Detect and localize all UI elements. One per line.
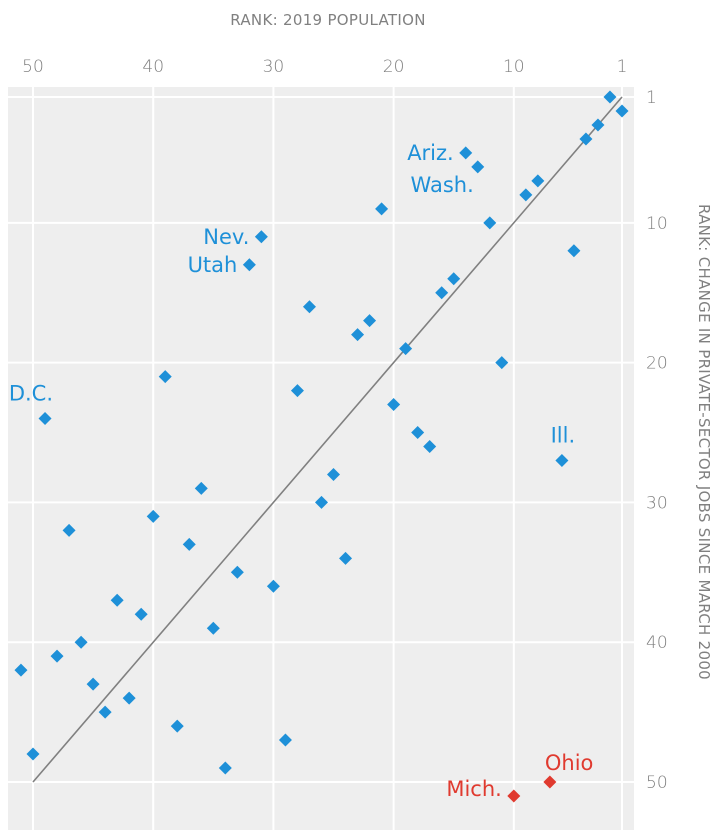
x-tick-label: 20 [383,57,405,77]
x-tick-label: 10 [503,57,525,77]
data-point [302,300,316,314]
data-point [86,677,100,691]
point-ariz [459,146,473,160]
data-point [110,593,124,607]
data-points [14,90,629,803]
plot-background [8,87,634,830]
y-tick-label: 10 [646,214,668,234]
point-ill [555,453,569,467]
reference-diagonal-line [32,96,623,783]
data-point [158,370,172,384]
data-point [74,635,88,649]
data-point [146,509,160,523]
y-tick-label: 1 [646,88,657,108]
data-point [423,439,437,453]
data-point [591,118,605,132]
label-nev: Nev. [203,225,249,249]
data-point [327,467,341,481]
label-ariz: Ariz. [407,141,454,165]
data-point [339,551,353,565]
data-point [579,132,593,146]
label-utah: Utah [188,253,238,277]
data-point [50,649,64,663]
point-utah [242,258,256,272]
x-tick-label: 40 [142,57,164,77]
data-point [531,174,545,188]
data-point [399,342,413,356]
data-point [266,579,280,593]
data-point [483,216,497,230]
point-nev [254,230,268,244]
point-mich [507,789,521,803]
label-wash: Wash. [411,173,474,197]
data-point [14,663,28,677]
data-point [375,202,389,216]
grid-lines [8,87,634,830]
x-axis-ticks: 50 40 30 20 10 1 [22,57,627,77]
data-point [615,104,629,118]
data-point [447,272,461,286]
data-point [206,621,220,635]
data-point [519,188,533,202]
y-tick-label: 40 [646,633,668,653]
data-point [290,384,304,398]
data-point [230,565,244,579]
data-point [603,90,617,104]
data-point [567,244,581,258]
data-point [218,761,232,775]
x-tick-label: 30 [263,57,285,77]
data-point [98,705,112,719]
y-tick-label: 20 [646,354,668,374]
data-point [182,537,196,551]
point-labels: Ariz. Wash. Nev. Utah D.C. Ill. Ohio Mich. [9,141,594,801]
data-point [122,691,136,705]
data-point [435,286,449,300]
point-dc [38,412,52,426]
data-point [351,328,365,342]
label-dc: D.C. [9,382,53,406]
data-point [387,398,401,412]
data-point [134,607,148,621]
label-ill: Ill. [551,423,576,447]
data-point [26,747,40,761]
y-tick-label: 50 [646,773,668,793]
x-tick-label: 1 [617,57,628,77]
data-point [495,356,509,370]
x-tick-label: 50 [22,57,44,77]
x-axis-title: RANK: 2019 POPULATION [230,11,425,29]
data-point [170,719,184,733]
label-mich: Mich. [446,777,501,801]
data-point [278,733,292,747]
y-tick-label: 30 [646,493,668,513]
label-ohio: Ohio [545,751,594,775]
data-point [194,481,208,495]
point-wash [471,160,485,174]
y-axis-ticks: 1 10 20 30 40 50 [646,88,668,793]
y-axis-title: RANK: CHANGE IN PRIVATE-SECTOR JOBS SINC… [695,204,713,680]
data-point [62,523,76,537]
data-point [363,314,377,328]
point-ohio [543,775,557,789]
data-point [411,426,425,440]
data-point [314,495,328,509]
